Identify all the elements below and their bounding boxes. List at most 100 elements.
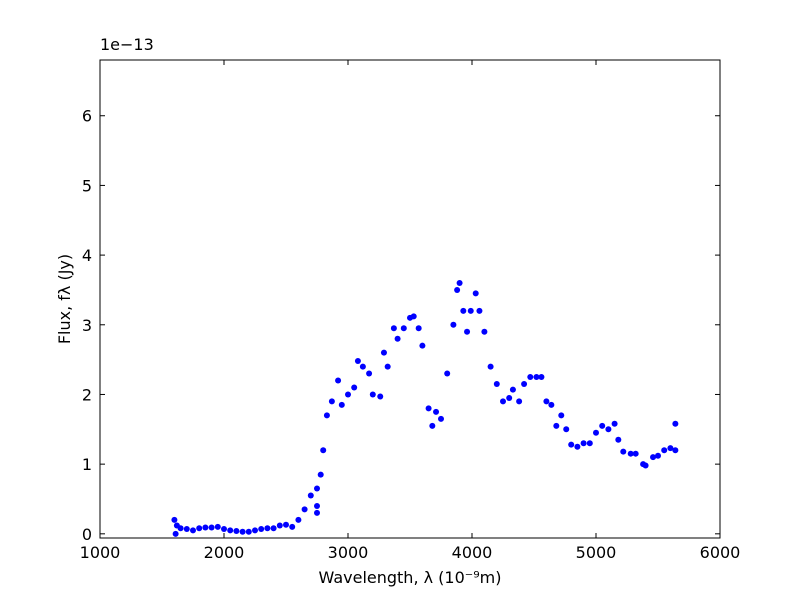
- point: [227, 527, 234, 534]
- y-tick-label: 4: [82, 246, 92, 265]
- point: [438, 415, 444, 422]
- point: [661, 447, 668, 454]
- point: [433, 408, 440, 415]
- point: [394, 335, 401, 342]
- point: [366, 370, 373, 377]
- point: [172, 530, 179, 537]
- point: [500, 398, 506, 405]
- point: [317, 471, 324, 478]
- point: [264, 525, 271, 532]
- point: [627, 450, 634, 457]
- point: [400, 325, 407, 332]
- point: [467, 307, 474, 314]
- point: [258, 525, 265, 532]
- point: [335, 377, 342, 384]
- point: [314, 509, 320, 516]
- point: [516, 398, 523, 405]
- point: [410, 313, 417, 320]
- x-tick-label: 1000: [80, 543, 121, 562]
- point: [345, 391, 351, 398]
- point: [593, 429, 599, 436]
- point: [245, 528, 252, 535]
- point: [419, 342, 426, 349]
- y-tick-label: 5: [82, 176, 92, 195]
- point: [605, 426, 612, 433]
- point: [283, 521, 289, 528]
- point: [233, 528, 240, 535]
- point: [314, 502, 320, 509]
- point: [276, 522, 283, 529]
- point: [667, 445, 674, 452]
- point: [580, 440, 587, 447]
- point: [493, 381, 500, 388]
- point: [354, 358, 361, 365]
- point: [615, 436, 622, 443]
- point: [196, 525, 203, 532]
- point: [380, 349, 387, 356]
- point: [359, 363, 366, 370]
- point: [527, 374, 534, 381]
- point: [328, 398, 335, 405]
- point: [563, 426, 570, 433]
- point: [476, 307, 483, 314]
- point: [599, 422, 606, 429]
- point: [509, 386, 516, 393]
- point: [214, 523, 221, 530]
- point: [190, 527, 196, 534]
- point: [384, 363, 391, 370]
- point: [481, 328, 488, 335]
- point: [611, 420, 618, 427]
- point: [460, 307, 467, 314]
- point: [574, 443, 581, 450]
- point: [323, 412, 330, 419]
- point: [177, 525, 184, 532]
- point: [429, 422, 436, 429]
- point: [538, 374, 545, 381]
- point: [390, 325, 397, 332]
- point: [425, 405, 432, 412]
- point: [351, 384, 358, 391]
- point: [183, 525, 190, 532]
- point: [553, 422, 560, 429]
- point: [307, 492, 314, 499]
- point: [521, 381, 528, 388]
- point: [377, 393, 384, 400]
- x-axis-label: Wavelength, λ (10⁻⁹m): [319, 568, 502, 587]
- point: [270, 525, 277, 532]
- plot-frame: [99, 59, 721, 539]
- point: [568, 441, 575, 448]
- x-tick-label: 5000: [576, 543, 617, 562]
- point: [450, 321, 457, 328]
- point: [642, 462, 649, 469]
- x-tick-label: 4000: [452, 543, 493, 562]
- point: [338, 401, 345, 408]
- y-offset-label: 1e−13: [100, 35, 154, 54]
- y-tick-label: 2: [82, 385, 92, 404]
- point: [295, 516, 302, 523]
- point: [456, 279, 463, 286]
- point: [415, 325, 422, 332]
- point: [202, 524, 209, 531]
- point: [444, 370, 451, 377]
- point: [221, 525, 227, 532]
- point: [632, 450, 639, 457]
- point: [252, 527, 258, 534]
- point: [533, 374, 540, 381]
- point: [289, 523, 296, 530]
- point: [655, 452, 661, 459]
- point: [369, 391, 376, 398]
- point: [672, 420, 679, 427]
- y-tick-label: 1: [82, 455, 92, 474]
- point: [543, 398, 550, 405]
- x-tick-label: 3000: [328, 543, 369, 562]
- point: [672, 447, 679, 454]
- point: [301, 506, 308, 513]
- point: [620, 448, 627, 455]
- point: [472, 290, 479, 297]
- point: [464, 328, 471, 335]
- x-tick-label: 6000: [700, 543, 741, 562]
- point: [171, 516, 178, 523]
- point: [650, 454, 657, 461]
